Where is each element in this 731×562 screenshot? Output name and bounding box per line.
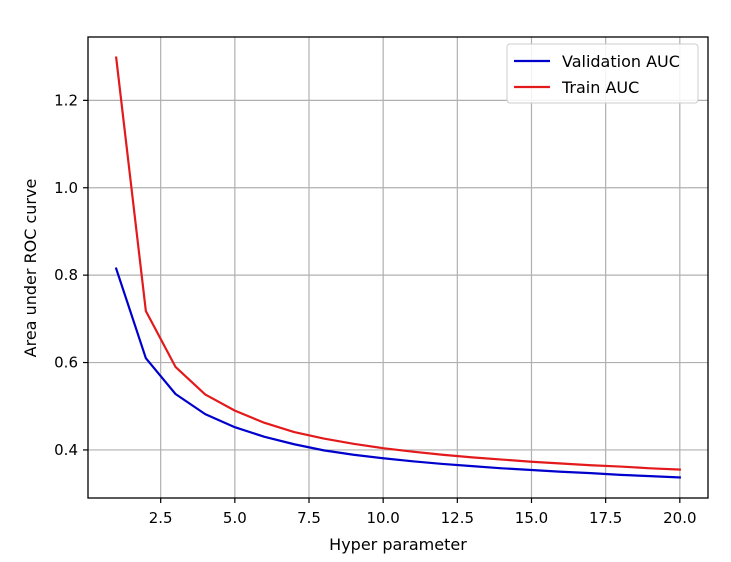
series-line-validation-auc	[114, 267, 681, 479]
y-tick-label: 0.6	[54, 354, 78, 372]
y-tick-label: 0.8	[54, 266, 78, 284]
x-tick-label: 10.0	[366, 509, 399, 527]
series-line-train-auc	[114, 56, 681, 471]
y-tick-label: 1.0	[54, 179, 78, 197]
x-tick-label: 17.5	[589, 509, 622, 527]
legend-label-train-auc: Train AUC	[561, 78, 639, 97]
x-tick-label: 20.0	[663, 509, 696, 527]
series-lines	[114, 56, 681, 479]
x-tick-label: 5.0	[223, 509, 247, 527]
x-axis-label: Hyper parameter	[329, 535, 467, 554]
y-axis-label: Area under ROC curve	[21, 179, 40, 358]
grid-lines	[88, 37, 708, 498]
x-tick-label: 2.5	[149, 509, 173, 527]
axis-ticks: 2.5 5.0 7.5 10.0 12.5 15.0 17.5 20.0 0.4 0.6 0.8 1.…	[54, 91, 696, 527]
legend-label-validation-auc: Validation AUC	[562, 52, 680, 71]
x-tick-label: 12.5	[441, 509, 474, 527]
y-tick-label: 0.4	[54, 441, 78, 459]
x-tick-label: 7.5	[297, 509, 321, 527]
y-tick-label: 1.2	[54, 91, 78, 109]
x-tick-label: 15.0	[515, 509, 548, 527]
legend-box	[506, 43, 699, 104]
legend: Validation AUC Train AUC	[506, 43, 699, 104]
plot-frame	[87, 36, 709, 499]
